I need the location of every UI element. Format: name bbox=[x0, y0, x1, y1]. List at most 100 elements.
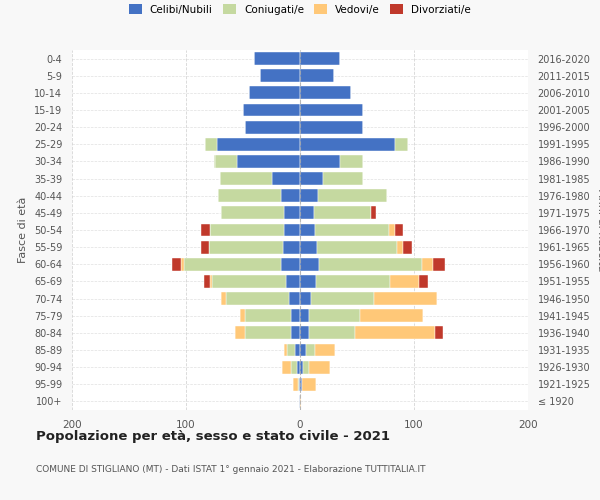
Bar bbox=[239, 310, 245, 322]
Bar bbox=[243, 104, 300, 117]
Bar bbox=[215, 155, 238, 168]
Bar bbox=[319, 258, 422, 270]
Bar bbox=[283, 240, 300, 254]
Bar bbox=[300, 155, 340, 168]
Bar bbox=[300, 120, 362, 134]
Bar bbox=[284, 224, 300, 236]
Bar bbox=[249, 86, 300, 100]
Bar bbox=[314, 206, 371, 220]
Bar bbox=[221, 292, 226, 305]
Bar bbox=[298, 378, 299, 390]
Bar bbox=[220, 172, 271, 185]
Bar bbox=[304, 360, 309, 374]
Bar bbox=[296, 360, 300, 374]
Bar bbox=[291, 326, 300, 340]
Bar bbox=[300, 326, 309, 340]
Bar bbox=[281, 190, 300, 202]
Bar bbox=[204, 275, 210, 288]
Bar bbox=[316, 275, 390, 288]
Bar bbox=[397, 240, 403, 254]
Bar bbox=[371, 206, 376, 220]
Bar bbox=[434, 326, 443, 340]
Bar bbox=[221, 206, 284, 220]
Bar bbox=[309, 310, 361, 322]
Bar bbox=[235, 326, 245, 340]
Bar bbox=[209, 240, 283, 254]
Bar bbox=[300, 138, 395, 150]
Bar bbox=[419, 275, 428, 288]
Text: COMUNE DI STIGLIANO (MT) - Dati ISTAT 1° gennaio 2021 - Elaborazione TUTTITALIA.: COMUNE DI STIGLIANO (MT) - Dati ISTAT 1°… bbox=[36, 465, 425, 474]
Bar bbox=[340, 155, 362, 168]
Bar bbox=[212, 275, 286, 288]
Bar bbox=[300, 190, 318, 202]
Bar bbox=[245, 120, 300, 134]
Bar bbox=[361, 310, 423, 322]
Bar bbox=[238, 155, 300, 168]
Bar bbox=[317, 240, 397, 254]
Bar bbox=[271, 172, 300, 185]
Bar bbox=[300, 224, 315, 236]
Bar bbox=[293, 378, 298, 390]
Bar bbox=[300, 344, 306, 356]
Bar bbox=[300, 360, 304, 374]
Bar bbox=[295, 344, 300, 356]
Bar bbox=[300, 52, 340, 65]
Bar bbox=[287, 344, 295, 356]
Bar bbox=[300, 378, 302, 390]
Bar bbox=[299, 395, 300, 408]
Legend: Celibi/Nubili, Coniugati/e, Vedovi/e, Divorziati/e: Celibi/Nubili, Coniugati/e, Vedovi/e, Di… bbox=[125, 0, 475, 19]
Bar bbox=[282, 360, 291, 374]
Bar bbox=[318, 190, 386, 202]
Bar bbox=[300, 172, 323, 185]
Text: Popolazione per età, sesso e stato civile - 2021: Popolazione per età, sesso e stato civil… bbox=[36, 430, 390, 443]
Bar bbox=[284, 206, 300, 220]
Bar bbox=[300, 310, 309, 322]
Bar bbox=[355, 326, 434, 340]
Bar bbox=[300, 104, 362, 117]
Bar bbox=[291, 310, 300, 322]
Bar bbox=[374, 292, 437, 305]
Bar bbox=[300, 275, 316, 288]
Bar bbox=[323, 172, 363, 185]
Bar bbox=[309, 326, 355, 340]
Bar bbox=[403, 240, 412, 254]
Bar bbox=[315, 344, 335, 356]
Bar bbox=[281, 258, 300, 270]
Bar bbox=[181, 258, 184, 270]
Bar bbox=[300, 70, 334, 82]
Bar bbox=[300, 292, 311, 305]
Bar bbox=[286, 275, 300, 288]
Bar bbox=[315, 224, 389, 236]
Bar bbox=[300, 206, 314, 220]
Bar bbox=[390, 275, 419, 288]
Bar bbox=[309, 360, 329, 374]
Bar bbox=[291, 360, 296, 374]
Bar bbox=[299, 378, 300, 390]
Bar bbox=[254, 52, 300, 65]
Bar bbox=[284, 344, 287, 356]
Bar bbox=[210, 224, 284, 236]
Bar bbox=[172, 258, 181, 270]
Bar bbox=[306, 344, 315, 356]
Y-axis label: Anni di nascita: Anni di nascita bbox=[596, 188, 600, 271]
Bar bbox=[218, 190, 281, 202]
Bar bbox=[184, 258, 281, 270]
Bar bbox=[433, 258, 445, 270]
Bar bbox=[300, 395, 301, 408]
Bar bbox=[422, 258, 433, 270]
Bar bbox=[300, 258, 319, 270]
Bar bbox=[395, 138, 409, 150]
Bar bbox=[302, 378, 316, 390]
Y-axis label: Fasce di età: Fasce di età bbox=[19, 197, 28, 263]
Bar bbox=[389, 224, 395, 236]
Bar bbox=[245, 326, 291, 340]
Bar bbox=[311, 292, 374, 305]
Bar bbox=[201, 240, 209, 254]
Bar bbox=[300, 86, 352, 100]
Bar bbox=[210, 275, 212, 288]
Bar bbox=[226, 292, 289, 305]
Bar bbox=[205, 138, 217, 150]
Bar bbox=[217, 138, 300, 150]
Bar bbox=[260, 70, 300, 82]
Bar bbox=[289, 292, 300, 305]
